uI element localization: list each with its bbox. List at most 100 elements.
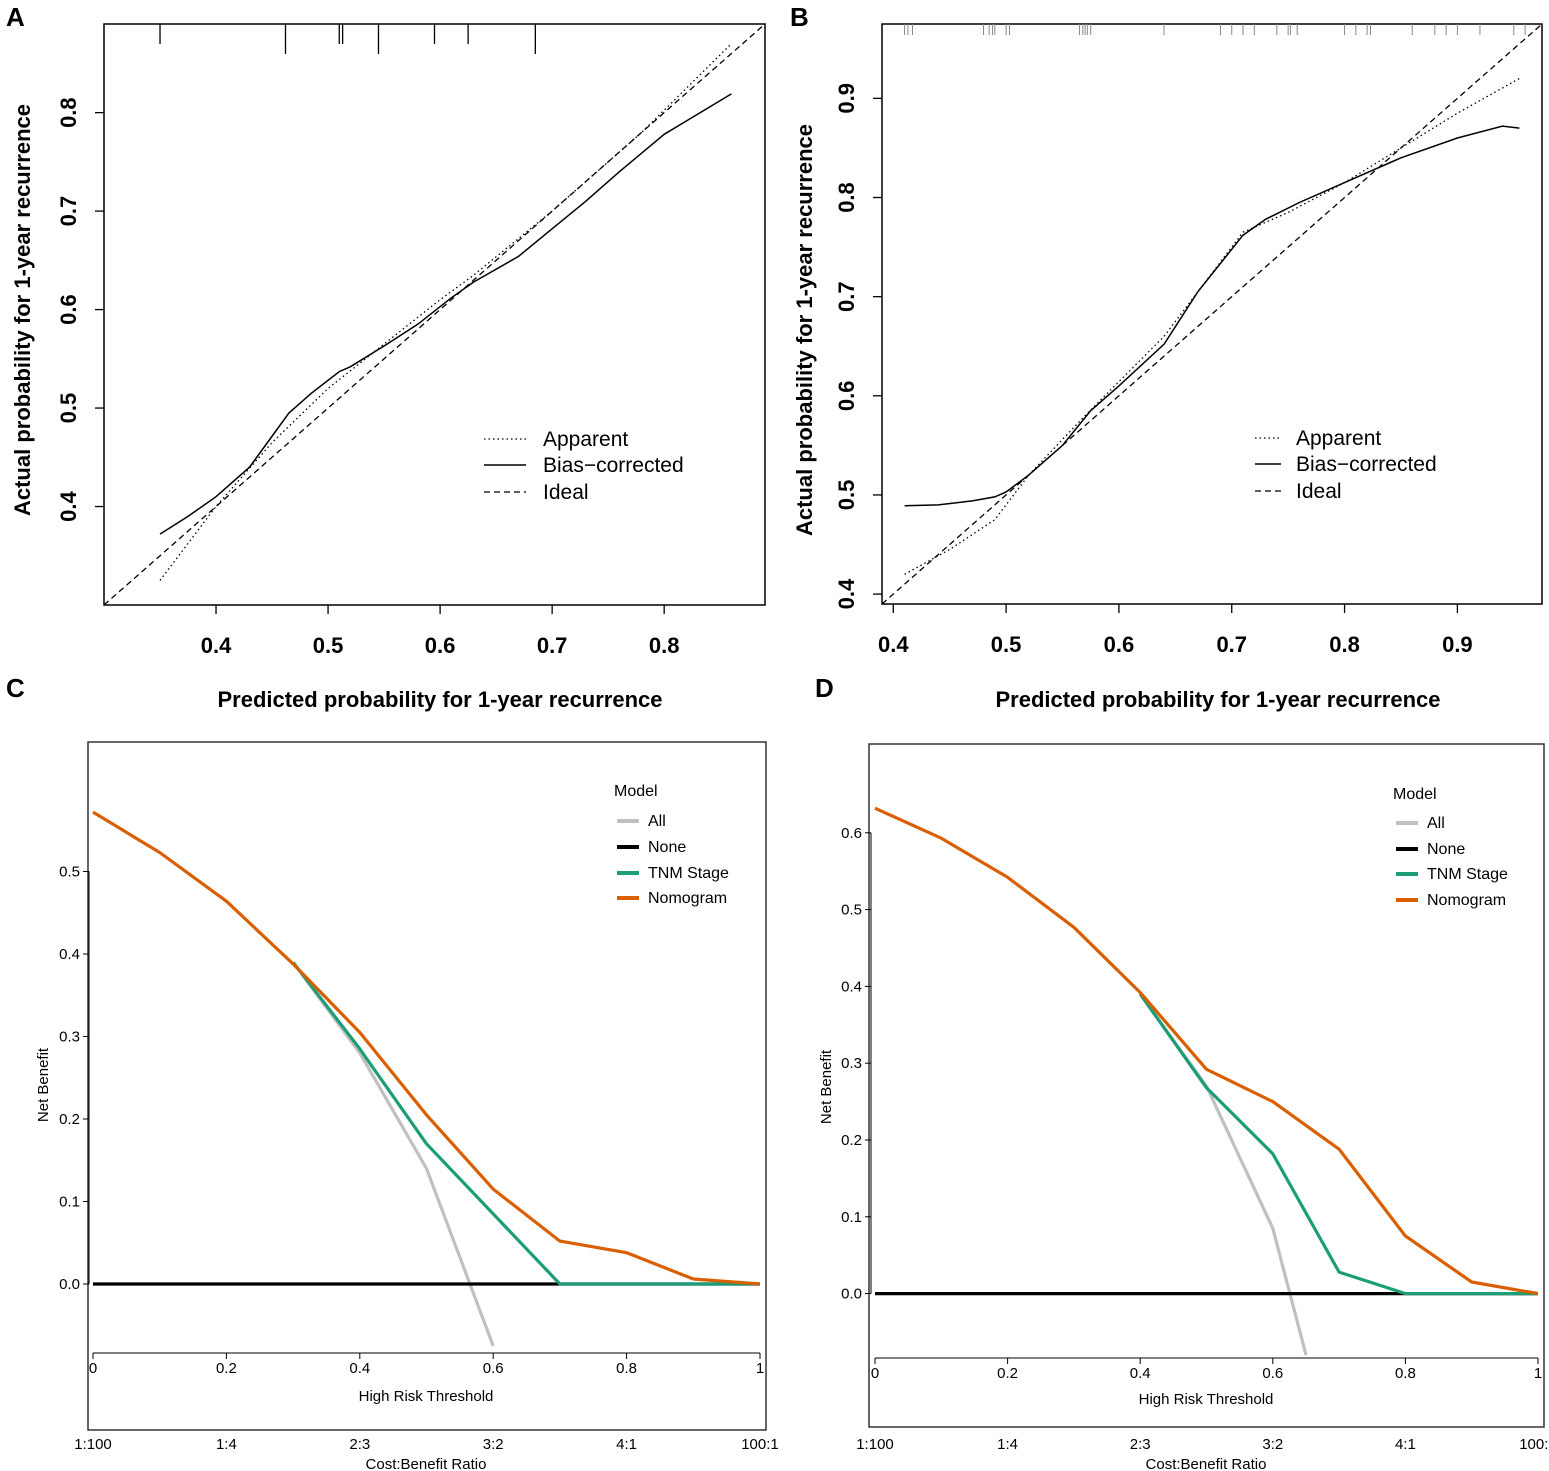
y-axis-label-d: Net Benefit (818, 1049, 835, 1124)
x-axis-label-a: Predicted probability for 1-year recurre… (217, 687, 662, 712)
series-nomogram-d (874, 806, 1539, 1296)
cost-benefit-label-d: Cost:Benefit Ratio (1146, 1456, 1267, 1471)
calibration-plot-b: B 0.4 0.5 0.6 0.7 0.8 0.9 0.40.50.60.70.80.9 … (790, 2, 1543, 712)
y-tick-label-a: 0.4 (56, 490, 81, 521)
legend-a: Apparent Bias−corrected Ideal (484, 428, 684, 504)
cost-benefit-tick-d: 100:1 (1519, 1436, 1549, 1453)
series-tnm-stage-c (291, 961, 760, 1286)
x-tick-label-d: 1 (1534, 1365, 1542, 1382)
x-tick-label-b: 0.5 (991, 632, 1022, 657)
legend-label-apparent-b: Apparent (1296, 427, 1381, 450)
x-tick-label-b: 0.4 (878, 632, 909, 657)
legend-label-tnm-d: TNM Stage (1427, 866, 1508, 883)
y-tick-label-c: 0.3 (59, 1029, 80, 1046)
y-tick-label-c: 0.1 (59, 1194, 80, 1211)
y-tick-label-c: 0.2 (59, 1111, 80, 1128)
y-tick-label-c: 0.5 (59, 864, 80, 881)
x-tick-label-d: 0.8 (1395, 1365, 1416, 1382)
series-bias-corrected-a (159, 93, 732, 535)
y-tick-label-c: 0.4 (59, 946, 80, 963)
series-ideal-a (103, 23, 766, 606)
y-tick-label-d: 0.1 (841, 1209, 862, 1226)
y-tick-label-d: 0.4 (841, 978, 862, 995)
y-tick-label-a: 0.6 (56, 294, 81, 325)
x-tick-label-b: 0.8 (1329, 632, 1360, 657)
legend-label-apparent-a: Apparent (543, 428, 628, 451)
x-axis-b: 0.4 0.5 0.6 0.7 0.8 0.9 (878, 604, 1473, 657)
decision-curve-c: C 0 0.2 0.4 0.6 0.8 1 1:100 1:4 2:3 3:2 4:1 100:1 … (6, 673, 779, 1471)
x-axis-d: 0 0.2 0.4 0.6 0.8 1 (871, 1357, 1542, 1382)
legend-label-bias-corrected-b: Bias−corrected (1296, 453, 1437, 476)
rug-marks-a (159, 24, 536, 54)
x-axis-label-c: High Risk Threshold (359, 1388, 494, 1405)
panel-label-d: D (815, 673, 834, 703)
x-tick-label-d: 0.2 (997, 1365, 1018, 1382)
y-axis-label-b: Actual probability for 1-year recurrence (792, 124, 817, 536)
legend-label-bias-corrected-a: Bias−corrected (543, 454, 684, 477)
legend-label-ideal-b: Ideal (1296, 480, 1342, 503)
y-axis-b: 0.4 0.5 0.6 0.7 0.8 0.9 (834, 83, 882, 609)
cost-benefit-tick-d: 4:1 (1395, 1436, 1416, 1453)
y-axis-label-c: Net Benefit (35, 1047, 52, 1122)
decision-curve-d: D 00.20.40.60.81 1:1001:42:33:24:1100:1 … (815, 673, 1549, 1471)
legend-label-ideal-a: Ideal (543, 481, 589, 504)
series-bias-corrected-b (904, 125, 1520, 507)
x-tick-label-a: 0.7 (537, 633, 568, 658)
legend-b: Apparent Bias−corrected Ideal (1255, 427, 1437, 503)
series-apparent-a (159, 43, 732, 581)
plot-frame-b (881, 23, 1543, 605)
cost-benefit-tick-c: 4:1 (616, 1436, 637, 1453)
panel-label-c: C (6, 673, 25, 703)
legend-label-nomogram-d: Nomogram (1427, 892, 1506, 909)
y-tick-label-d: 0.3 (841, 1055, 862, 1072)
outer-frame-c (87, 741, 767, 1431)
x-tick-label-a: 0.5 (313, 633, 344, 658)
series-group-d (874, 806, 1539, 1356)
y-tick-label-b: 0.4 (834, 578, 859, 609)
series-group-b (881, 23, 1543, 605)
x-tick-label-a: 0.8 (649, 633, 680, 658)
series-all-d (1138, 993, 1308, 1356)
legend-label-nomogram-c: Nomogram (648, 890, 727, 907)
series-group-a (103, 23, 766, 606)
y-tick-label-b: 0.9 (834, 83, 859, 114)
series-apparent-b (904, 77, 1520, 575)
x-tick-label-a: 0.4 (201, 633, 232, 658)
legend-title-c: Model (614, 783, 658, 800)
legend-label-all-d: All (1427, 815, 1445, 832)
cost-benefit-tick-c: 2:3 (349, 1436, 370, 1453)
cost-benefit-axis-d: 1:100 1:4 2:3 3:2 4:1 100:1 (856, 1436, 1549, 1453)
legend-d: Model All None TNM Stage Nomogram (1393, 786, 1508, 909)
x-tick-label-b: 0.9 (1442, 632, 1473, 657)
x-axis-a: 0.4 0.5 0.6 0.7 0.8 (201, 605, 680, 658)
cost-benefit-tick-c: 100:1 (741, 1436, 779, 1453)
rug-marks-b (904, 24, 1526, 35)
legend-c: Model All None TNM Stage Nomogram (614, 783, 729, 907)
y-tick-label-c: 0.0 (59, 1276, 80, 1293)
cost-benefit-tick-c: 1:4 (216, 1436, 237, 1453)
legend-title-d: Model (1393, 786, 1437, 803)
cost-benefit-tick-d: 1:4 (997, 1436, 1018, 1453)
legend-label-none-d: None (1427, 841, 1465, 858)
x-tick-label-d: 0.4 (1130, 1365, 1151, 1382)
panel-label-a: A (6, 2, 25, 32)
calibration-plot-a: A 0.4 0.5 0.6 0.7 0.8 0.4 0.5 0.6 0.7 0.8 Predic… (6, 2, 766, 712)
x-tick-label-c: 0.4 (349, 1360, 370, 1377)
legend-label-tnm-c: TNM Stage (648, 865, 729, 882)
y-tick-label-d: 0.2 (841, 1132, 862, 1149)
y-axis-d: 0.0 0.1 0.2 0.3 0.4 0.5 0.6 (841, 825, 872, 1303)
y-tick-label-b: 0.8 (834, 182, 859, 213)
x-tick-label-c: 0.2 (216, 1360, 237, 1377)
cost-benefit-tick-d: 2:3 (1130, 1436, 1151, 1453)
series-tnm-stage-d (1138, 993, 1538, 1296)
panel-label-b: B (790, 2, 809, 32)
cost-benefit-tick-c: 1:100 (74, 1436, 112, 1453)
y-tick-label-d: 0.5 (841, 902, 862, 919)
x-tick-label-b: 0.7 (1216, 632, 1247, 657)
x-tick-label-a: 0.6 (425, 633, 456, 658)
x-tick-label-c: 0.6 (483, 1360, 504, 1377)
cost-benefit-tick-d: 1:100 (856, 1436, 894, 1453)
y-axis-a: 0.4 0.5 0.6 0.7 0.8 (56, 97, 104, 522)
x-axis-label-b: Predicted probability for 1-year recurre… (995, 687, 1440, 712)
